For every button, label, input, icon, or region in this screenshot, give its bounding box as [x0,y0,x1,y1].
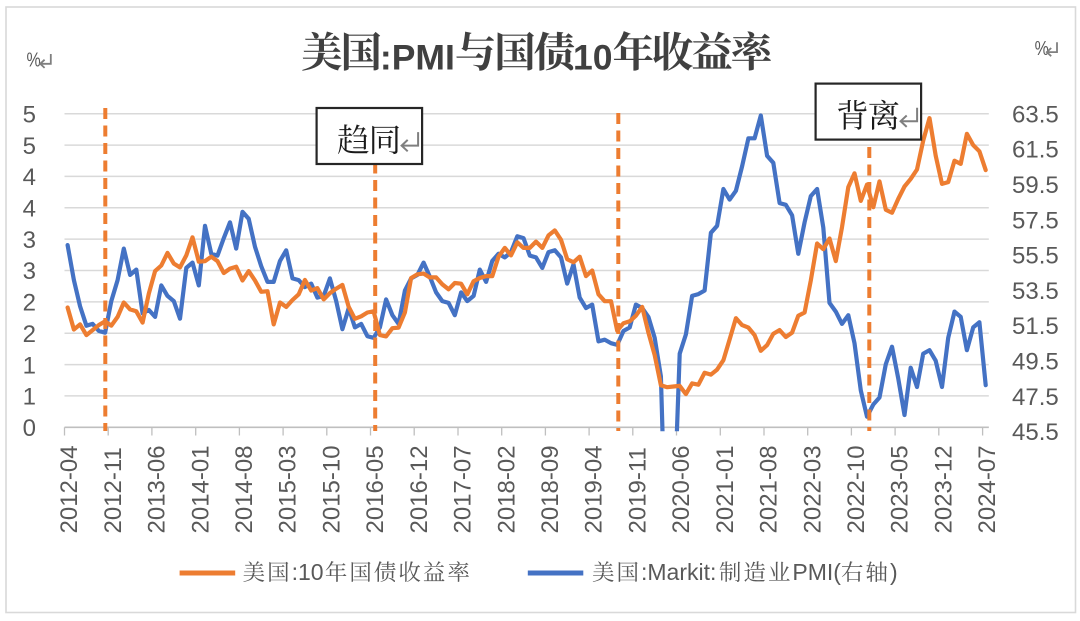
svg-text:2018-09: 2018-09 [537,445,564,533]
svg-text:4: 4 [23,164,36,191]
svg-text:2022-03: 2022-03 [799,445,826,533]
svg-text:1: 1 [23,352,36,379]
svg-text:59.5: 59.5 [1012,172,1059,199]
svg-text::PMI: :PMI [380,38,455,78]
svg-text:2021-01: 2021-01 [712,445,739,533]
svg-text:51.5: 51.5 [1012,313,1059,340]
svg-text:2013-06: 2013-06 [144,445,171,533]
svg-text::10: :10 [292,559,324,585]
svg-text:2022-10: 2022-10 [843,445,870,533]
svg-text:2021-08: 2021-08 [756,445,783,533]
svg-text:2: 2 [23,290,36,317]
svg-text:4: 4 [23,196,36,223]
svg-text:1: 1 [23,384,36,411]
svg-text:3: 3 [23,227,36,254]
svg-text:47.5: 47.5 [1012,384,1059,411]
svg-text:PMI(: PMI( [792,559,841,585]
svg-text:61.5: 61.5 [1012,137,1059,164]
svg-text:2019-11: 2019-11 [624,447,651,533]
svg-text:2: 2 [23,321,36,348]
svg-text:2012-04: 2012-04 [56,445,83,533]
svg-text:10: 10 [573,38,613,78]
svg-text:63.5: 63.5 [1012,101,1059,128]
svg-text:49.5: 49.5 [1012,349,1059,376]
svg-text:2015-10: 2015-10 [318,445,345,533]
svg-text:): ) [890,559,898,585]
svg-text:%: % [1035,36,1049,59]
svg-text:%: % [27,48,41,71]
svg-text:2016-12: 2016-12 [406,445,433,533]
svg-text:2016-05: 2016-05 [362,445,389,533]
svg-text:57.5: 57.5 [1012,207,1059,234]
svg-text:2014-01: 2014-01 [187,445,214,533]
svg-text:3: 3 [23,258,36,285]
svg-text:2012-11: 2012-11 [100,447,127,533]
svg-text:53.5: 53.5 [1012,278,1059,305]
svg-text:45.5: 45.5 [1012,419,1059,446]
svg-text:55.5: 55.5 [1012,243,1059,270]
svg-text:2023-12: 2023-12 [931,445,958,533]
svg-text:2019-04: 2019-04 [581,445,608,533]
svg-text:2024-07: 2024-07 [974,445,1001,533]
svg-text:0: 0 [23,415,36,442]
svg-text:2014-08: 2014-08 [231,445,258,533]
svg-text:2015-03: 2015-03 [275,445,302,533]
svg-text:2023-05: 2023-05 [887,445,914,533]
svg-text:2020-06: 2020-06 [668,445,695,533]
svg-text:2018-02: 2018-02 [493,445,520,533]
svg-text:2017-07: 2017-07 [450,445,477,533]
svg-text::Markit:: :Markit: [641,559,716,585]
svg-text:5: 5 [23,133,36,160]
svg-text:5: 5 [23,101,36,128]
